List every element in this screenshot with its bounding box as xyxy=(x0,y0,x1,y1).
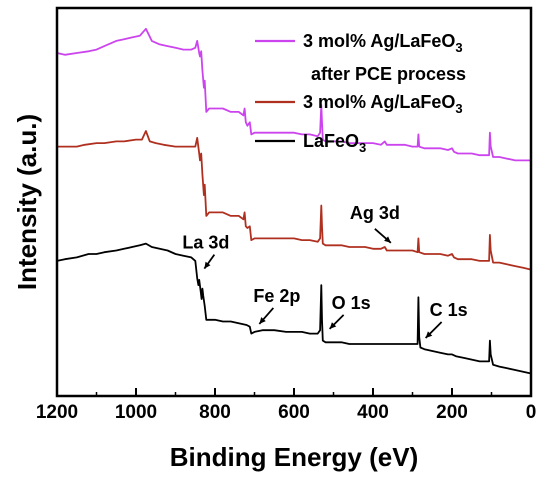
x-tick-label: 600 xyxy=(278,402,310,423)
x-tick-label: 800 xyxy=(199,402,231,423)
legend-label-0-line2: after PCE process xyxy=(311,64,466,84)
x-axis-ticks: 1200 1000 800 600 400 200 0 xyxy=(36,388,536,423)
annotation-arrowhead-3 xyxy=(425,331,433,339)
y-axis-title: Intensity (a.u.) xyxy=(12,114,42,290)
x-tick-label: 1000 xyxy=(115,402,157,423)
series-line-2 xyxy=(56,242,532,375)
annotation-label-3: C 1s xyxy=(430,300,468,320)
series-line-1 xyxy=(57,130,532,271)
legend-label-1: 3 mol% Ag/LaFeO3 xyxy=(303,92,463,116)
annotation-label-4: Ag 3d xyxy=(350,203,400,223)
series-line-0 xyxy=(56,27,531,162)
x-axis-title: Binding Energy (eV) xyxy=(170,442,418,472)
legend-label-0: 3 mol% Ag/LaFeO3 xyxy=(303,31,463,55)
annotation-arrowhead-2 xyxy=(329,322,337,329)
peak-annotations: La 3d Fe 2p O 1s C 1s Ag 3d xyxy=(182,203,468,339)
annotation-arrowhead-0 xyxy=(204,261,211,269)
x-tick-label: 200 xyxy=(436,402,468,423)
annotation-label-1: Fe 2p xyxy=(253,286,300,306)
x-tick-label: 1200 xyxy=(36,402,78,423)
annotation-label-0: La 3d xyxy=(182,233,229,253)
annotation-label-2: O 1s xyxy=(332,293,371,313)
annotation-arrowhead-4 xyxy=(384,236,391,243)
legend-label-2: LaFeO3 xyxy=(303,131,366,155)
x-tick-label: 400 xyxy=(357,402,389,423)
plot-area xyxy=(56,27,532,375)
x-tick-label: 0 xyxy=(526,402,537,423)
legend: 3 mol% Ag/LaFeO3 after PCE process 3 mol% … xyxy=(255,31,466,155)
annotation-arrowhead-1 xyxy=(259,317,266,324)
